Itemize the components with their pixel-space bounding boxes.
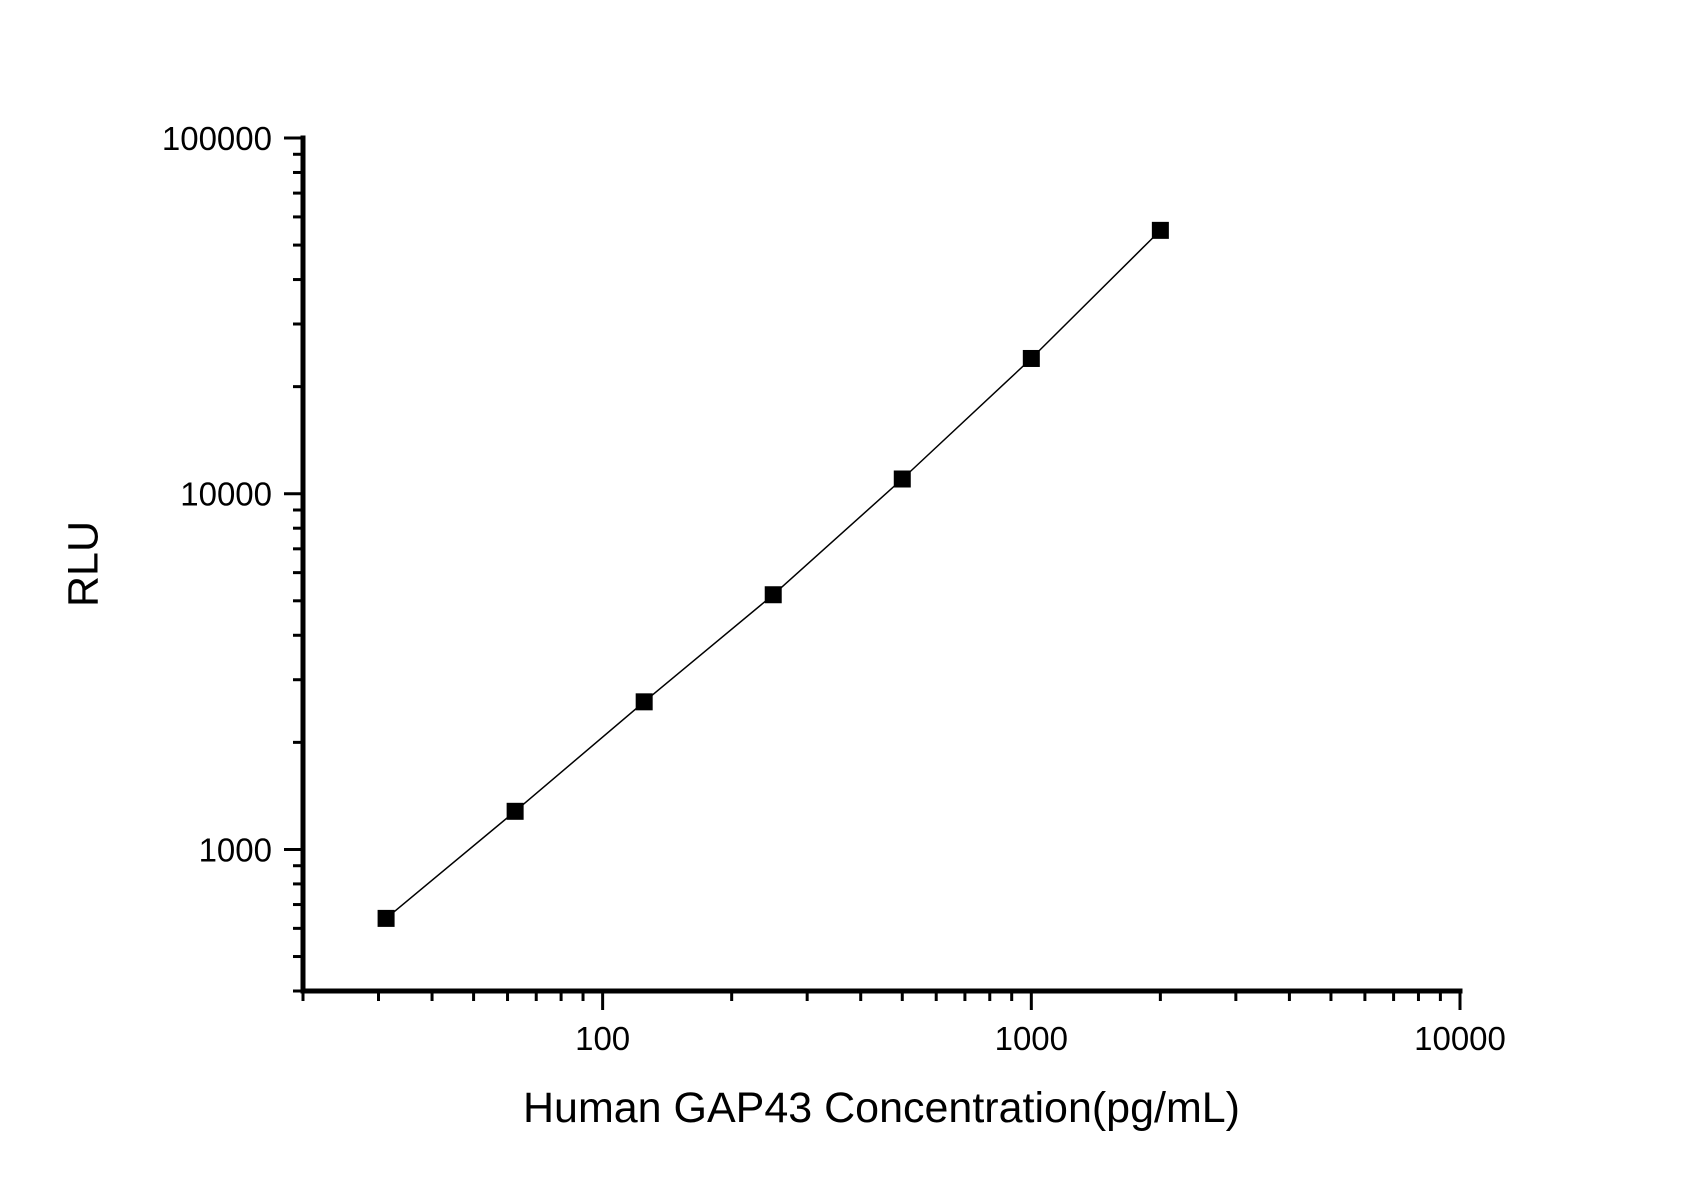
x-axis-title: Human GAP43 Concentration(pg/mL) [522, 1084, 1241, 1132]
data-point-marker [1151, 221, 1169, 239]
y-tick-label: 100000 [162, 120, 272, 157]
data-point-marker [635, 693, 653, 711]
x-tick-label: 10000 [1414, 1020, 1506, 1057]
y-tick-label: 1000 [199, 831, 272, 868]
y-tick-label: 10000 [180, 476, 272, 513]
data-point-marker [506, 802, 524, 820]
axis-spines [300, 135, 1463, 994]
y-axis-title: RLU [59, 520, 108, 608]
data-point-marker [1022, 349, 1040, 367]
x-tick-label: 100 [575, 1020, 630, 1057]
x-tick-label: 1000 [995, 1020, 1068, 1057]
data-point-marker [764, 586, 782, 604]
data-point-marker [377, 909, 395, 927]
data-point-marker [893, 470, 911, 488]
curve-line [385, 229, 1161, 919]
